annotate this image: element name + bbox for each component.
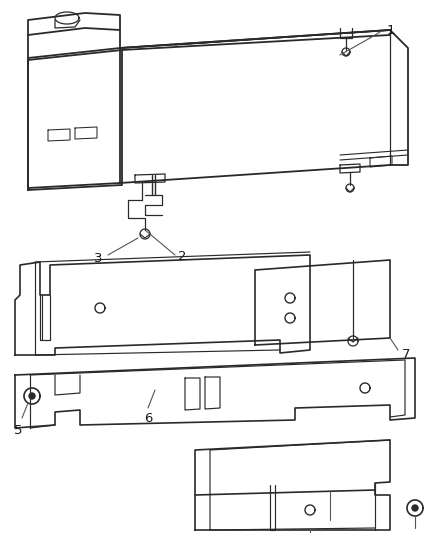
Text: 6: 6 [144, 411, 152, 424]
Polygon shape [29, 393, 35, 399]
Text: 5: 5 [411, 532, 419, 533]
Text: 7: 7 [402, 349, 410, 361]
Text: 2: 2 [178, 251, 187, 263]
Text: 1: 1 [387, 23, 396, 36]
Polygon shape [412, 505, 418, 511]
Text: 3: 3 [94, 252, 102, 264]
Text: 5: 5 [14, 424, 22, 437]
